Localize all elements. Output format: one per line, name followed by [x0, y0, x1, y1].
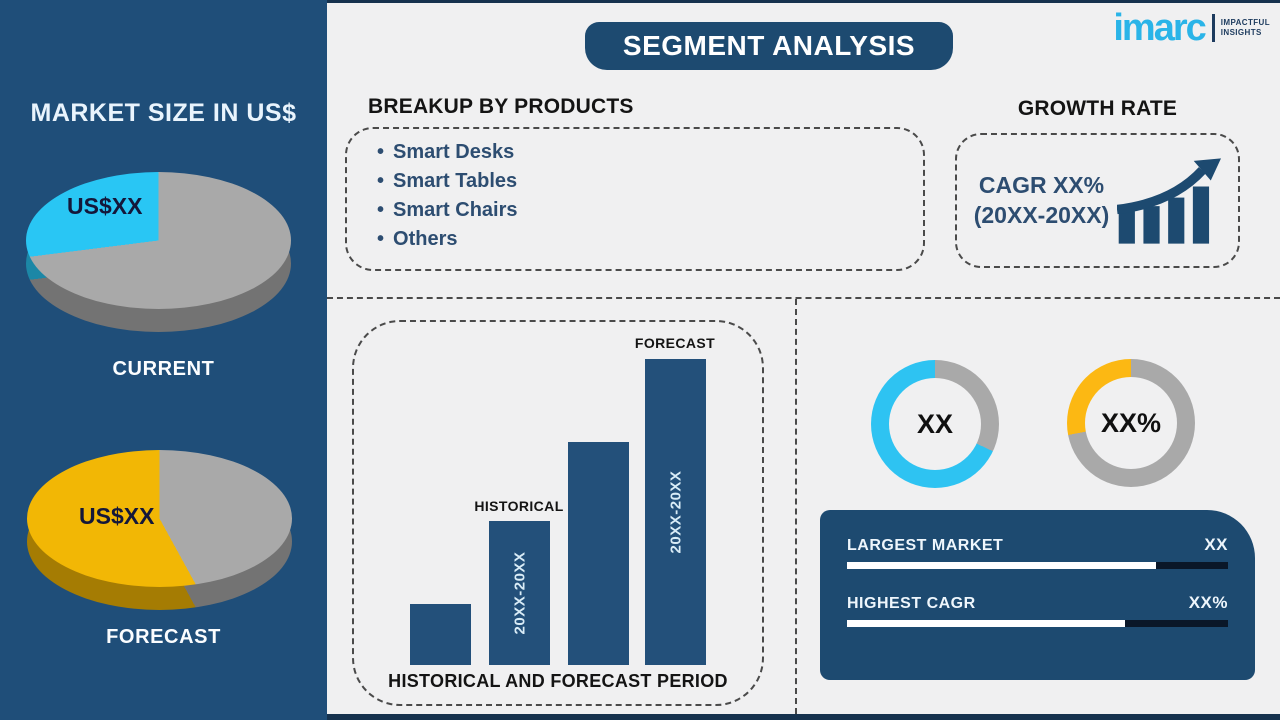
growth-arrow-chart-icon — [1117, 157, 1222, 244]
period-bar-2-historical: 20XX-20XX — [489, 521, 550, 665]
forecast-period-label: 20XX-20XX — [667, 470, 684, 554]
period-chart-caption: HISTORICAL AND FORECAST PERIOD — [388, 671, 728, 691]
historical-period-label: 20XX-20XX — [511, 551, 528, 635]
logo-tagline-line1: IMPACTFUL — [1220, 18, 1270, 27]
logo-tagline-line2: INSIGHTS — [1220, 28, 1262, 37]
growth-rate-box: CAGR XX% (20XX-20XX) — [955, 133, 1240, 268]
market-size-sidebar: MARKET SIZE IN US$ US$XX CURRENT US$XX F… — [0, 0, 327, 720]
pie-current-top-face — [26, 172, 291, 309]
product-list-item: Smart Chairs — [377, 196, 923, 225]
historical-annotation: HISTORICAL — [474, 498, 564, 514]
bottom-edge-strip — [327, 714, 1280, 720]
period-bar-1 — [410, 604, 471, 665]
sidebar-title: MARKET SIZE IN US$ — [30, 99, 297, 127]
bottom-section: HISTORICAL FORECAST 20XX-20XX 20XX-20XX … — [327, 297, 1280, 714]
product-list-item: Smart Desks — [377, 138, 923, 167]
period-chart-zone: HISTORICAL FORECAST 20XX-20XX 20XX-20XX … — [327, 299, 797, 714]
imarc-logo: imarc IMPACTFUL INSIGHTS — [1113, 9, 1270, 47]
imarc-logo-wordmark: imarc — [1113, 7, 1206, 49]
kpi-zone: XX XX% LARGEST MARKET XX — [797, 299, 1280, 714]
period-chart-frame — [352, 320, 764, 706]
kpi-info-box: LARGEST MARKET XX HIGHEST CAGR XX% — [820, 510, 1255, 680]
highest-cagr-label: HIGHEST CAGR — [847, 595, 976, 612]
period-bar-3 — [568, 442, 629, 665]
logo-tagline: IMPACTFUL INSIGHTS — [1221, 18, 1270, 38]
largest-market-label: LARGEST MARKET — [847, 537, 1004, 554]
top-edge-strip — [327, 0, 1280, 3]
breakup-products-box: Smart Desks Smart Tables Smart Chairs Ot… — [345, 127, 925, 271]
donut-chart-highest-cagr: XX% — [1067, 359, 1195, 487]
page-title: SEGMENT ANALYSIS — [622, 30, 916, 61]
highest-cagr-progress-track — [847, 620, 1228, 627]
highest-cagr-value: XX% — [1188, 593, 1228, 612]
forecast-annotation: FORECAST — [634, 335, 716, 351]
largest-market-value: XX — [1204, 535, 1228, 554]
highest-cagr-progress-fill — [847, 620, 1126, 627]
pie-chart-current: US$XX — [26, 172, 291, 332]
product-list-item: Others — [377, 225, 923, 254]
largest-market-progress-fill — [847, 562, 1156, 569]
donut-cagr-center-label: XX% — [1100, 407, 1162, 438]
kpi-row-highest-cagr: HIGHEST CAGR XX% — [847, 593, 1228, 627]
growth-rate-section-title: GROWTH RATE — [1017, 97, 1178, 120]
cagr-value: CAGR XX% — [978, 171, 1105, 198]
page-title-box: SEGMENT ANALYSIS — [585, 22, 953, 70]
pie-chart-forecast: US$XX — [27, 450, 292, 610]
logo-divider — [1211, 14, 1215, 42]
period-bar-4-forecast: 20XX-20XX — [645, 359, 706, 665]
cagr-period: (20XX-20XX) — [973, 201, 1110, 228]
pie-current-value-label: US$XX — [67, 193, 143, 219]
product-list-item: Smart Tables — [377, 167, 923, 196]
largest-market-progress-track — [847, 562, 1228, 569]
kpi-row-largest-market: LARGEST MARKET XX — [847, 535, 1228, 569]
pie-forecast-value-label: US$XX — [79, 503, 155, 529]
donut-largest-center-label: XX — [916, 408, 954, 439]
main-panel: SEGMENT ANALYSIS imarc IMPACTFUL INSIGHT… — [327, 0, 1280, 720]
cagr-text: CAGR XX% (20XX-20XX) — [974, 171, 1110, 231]
pie-forecast-top-face — [27, 450, 292, 587]
donut-chart-largest-market: XX — [871, 360, 999, 488]
pie-forecast-caption: FORECAST — [106, 626, 221, 648]
product-list: Smart Desks Smart Tables Smart Chairs Ot… — [377, 138, 923, 254]
breakup-section-title: BREAKUP BY PRODUCTS — [368, 95, 634, 118]
pie-current-caption: CURRENT — [112, 358, 215, 380]
